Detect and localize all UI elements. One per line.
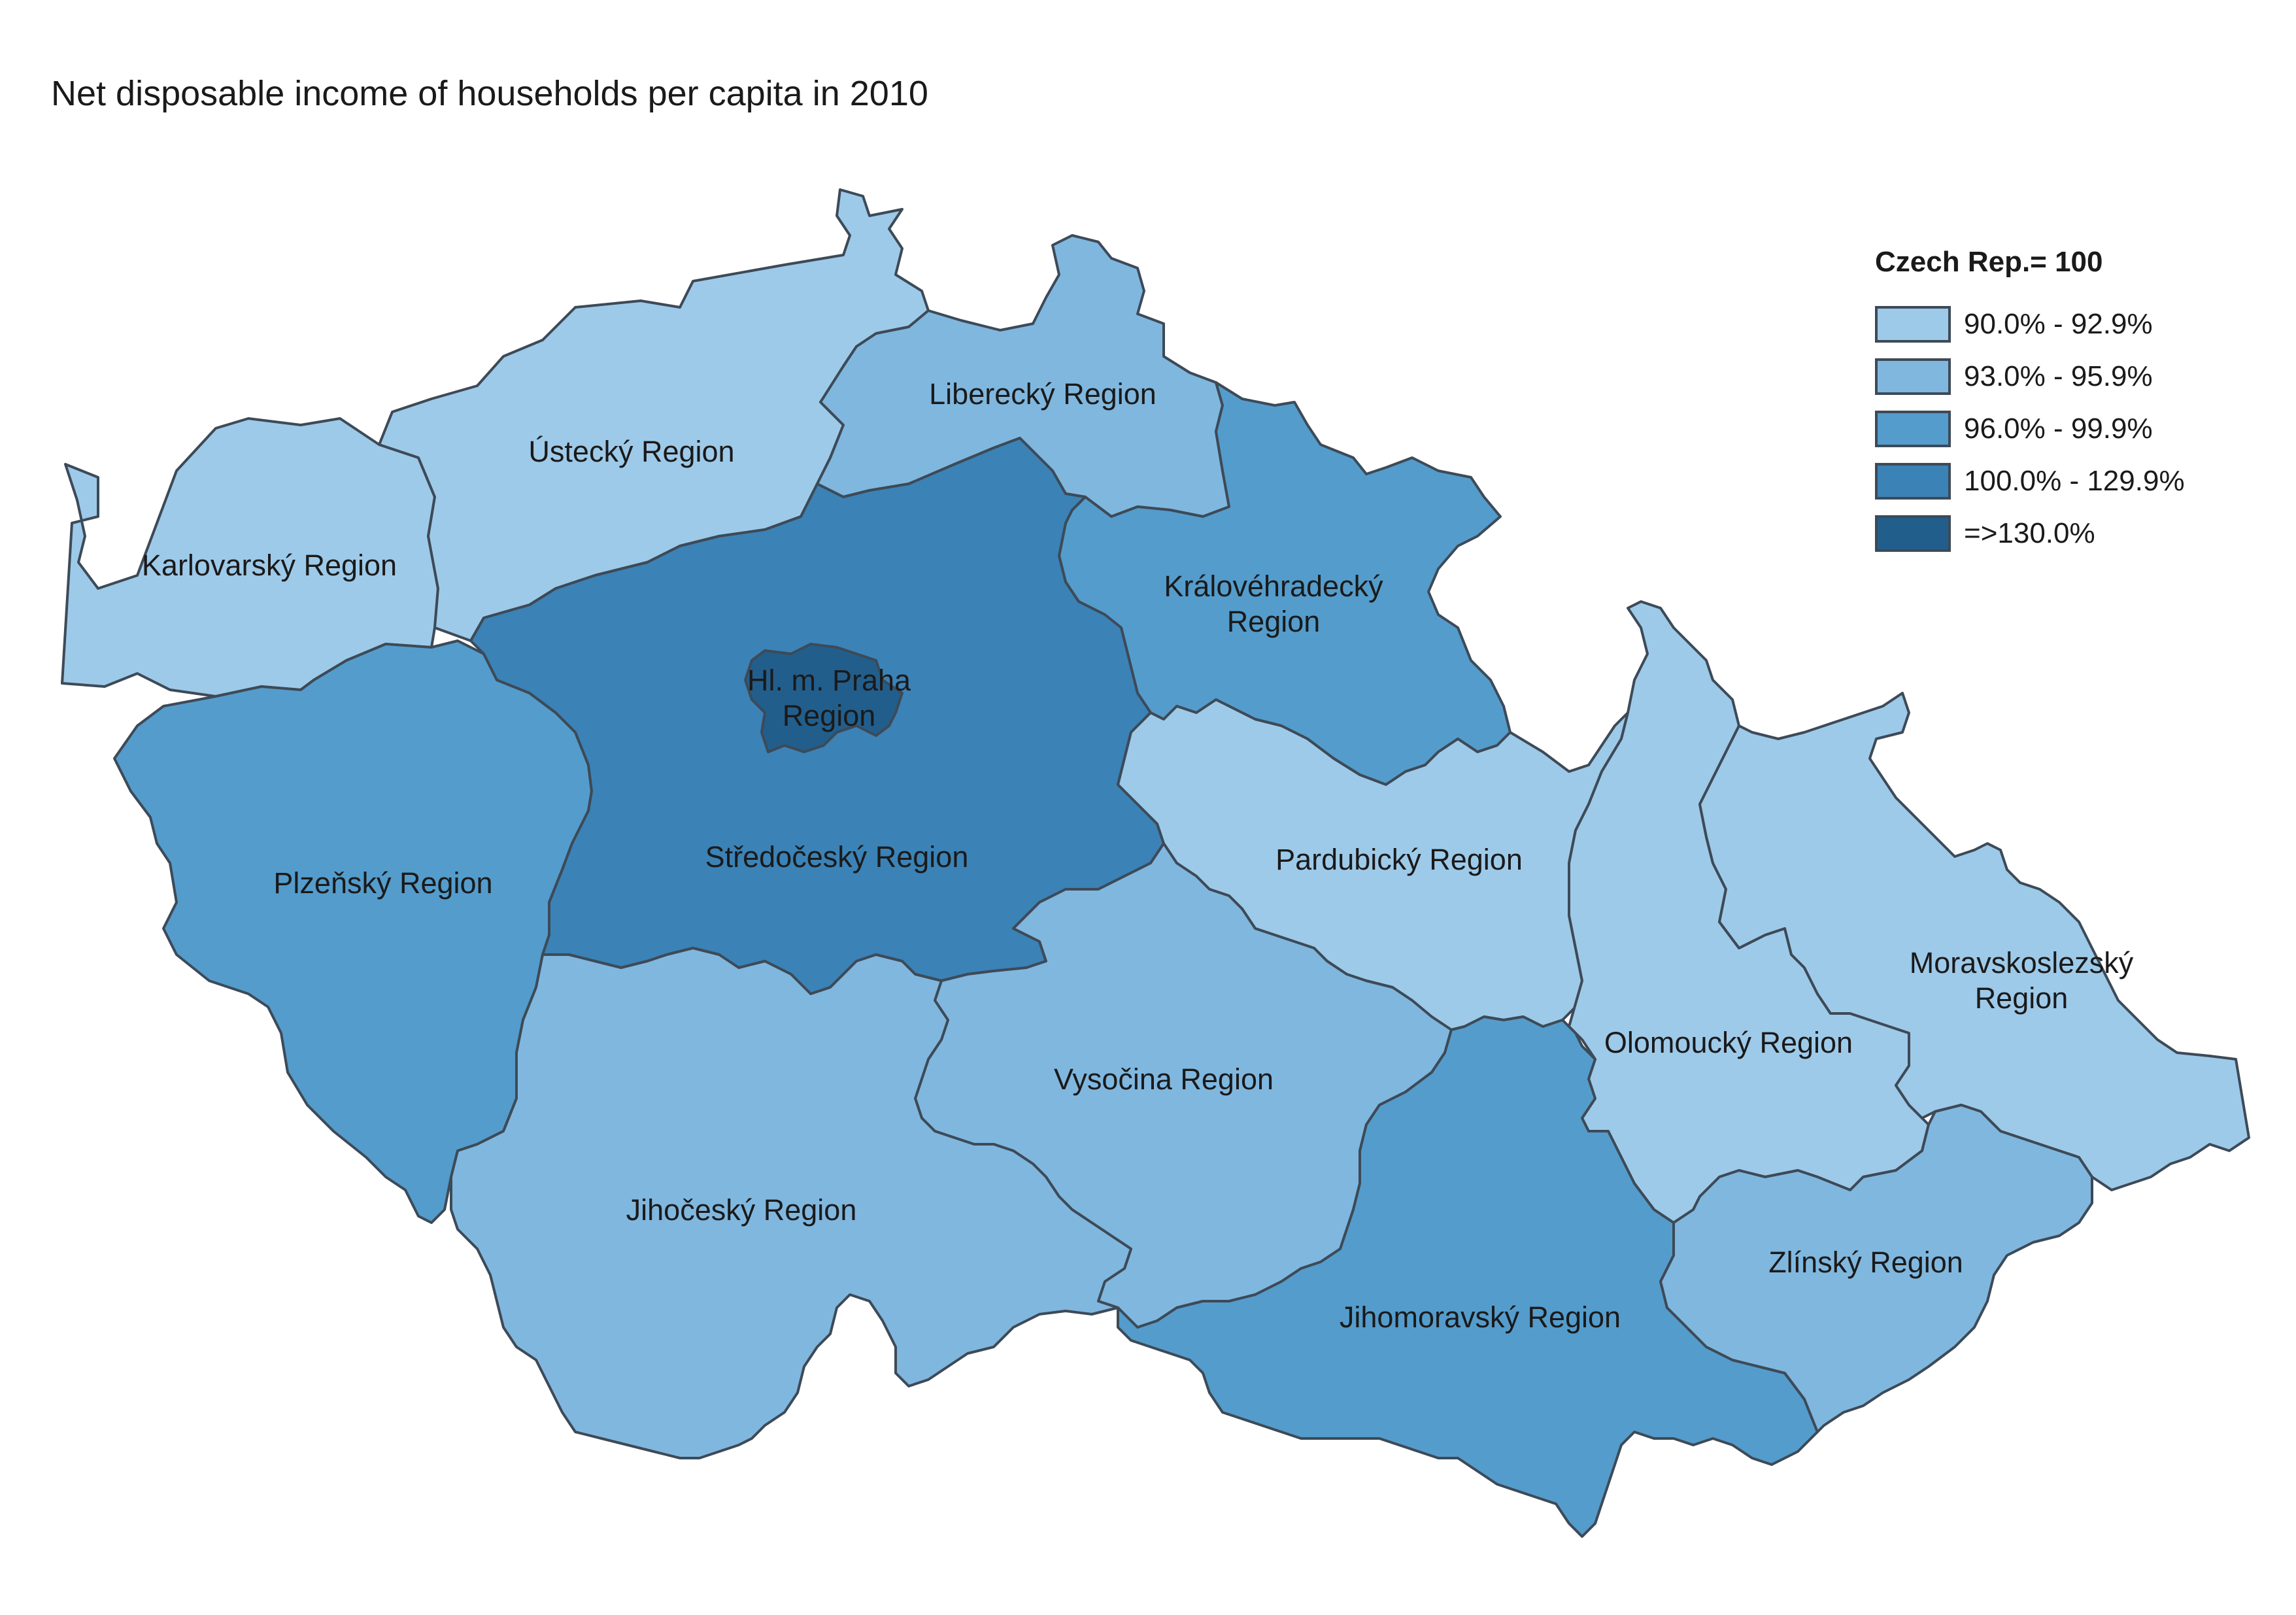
region-labels: Karlovarský Region Ústecký Region Libereck… <box>142 377 2134 1334</box>
legend-label: 100.0% - 129.9% <box>1964 465 2185 497</box>
region-label-jihocesky: Jihočeský Region <box>626 1193 857 1227</box>
region-label-plzensky: Plzeňský Region <box>273 866 492 900</box>
region-label-line: Jihomoravský Region <box>1340 1300 1621 1334</box>
region-label-jihomoravsky: Jihomoravský Region <box>1340 1300 1621 1334</box>
region-label-line: Region <box>783 699 876 732</box>
map-title: Net disposable income of households per … <box>51 74 928 113</box>
region-zlinsky[interactable] <box>1659 1104 2093 1433</box>
legend-item: 90.0% - 92.9% <box>1875 298 2185 350</box>
region-label-liberecky: Liberecký Region <box>929 377 1156 411</box>
legend-label: 93.0% - 95.9% <box>1964 360 2153 392</box>
region-label-line: Olomoucký Region <box>1604 1026 1853 1059</box>
region-praha[interactable] <box>744 643 903 753</box>
region-label-moravskoslezsky: Moravskoslezský Region <box>1910 946 2134 1015</box>
region-label-line: Moravskoslezský <box>1910 946 2134 979</box>
legend-swatch <box>1875 306 1951 343</box>
region-label-line: Region <box>1227 605 1321 638</box>
region-label-line: Plzeňský Region <box>273 866 492 900</box>
region-label-line: Region <box>1975 981 2068 1015</box>
legend: Czech Rep.= 100 90.0% - 92.9% 93.0% - 95.… <box>1875 246 2185 560</box>
region-moravskoslezsky[interactable] <box>1698 692 2250 1191</box>
legend-swatch <box>1875 515 1951 552</box>
region-label-line: Ústecký Region <box>528 435 734 468</box>
legend-label: 90.0% - 92.9% <box>1964 308 2153 340</box>
region-label-ustecky: Ústecký Region <box>528 435 734 468</box>
region-label-line: Karlovarský Region <box>142 549 397 582</box>
legend-title: Czech Rep.= 100 <box>1875 246 2103 278</box>
region-label-karlovarsky: Karlovarský Region <box>142 549 397 582</box>
legend-item: 96.0% - 99.9% <box>1875 403 2185 455</box>
region-label-zlinsky: Zlínský Region <box>1768 1246 1963 1279</box>
region-label-kralovehradecky: Královéhradecký Region <box>1164 570 1383 638</box>
region-label-line: Zlínský Region <box>1768 1246 1963 1279</box>
legend-swatch <box>1875 358 1951 395</box>
region-label-stredocesky: Středočeský Region <box>705 840 969 874</box>
legend-swatch <box>1875 411 1951 447</box>
region-label-line: Vysočina Region <box>1054 1062 1274 1096</box>
legend-label: 96.0% - 99.9% <box>1964 413 2153 445</box>
region-label-line: Hl. m. Praha <box>747 664 911 697</box>
legend-swatch <box>1875 463 1951 500</box>
legend-item: 93.0% - 95.9% <box>1875 350 2185 403</box>
region-label-pardubicky: Pardubický Region <box>1275 843 1523 876</box>
region-jihocesky[interactable] <box>450 947 1132 1459</box>
region-label-line: Středočeský Region <box>705 840 969 874</box>
region-label-praha: Hl. m. Praha Region <box>747 664 911 732</box>
legend-label: =>130.0% <box>1964 517 2095 549</box>
region-label-olomoucky: Olomoucký Region <box>1604 1026 1853 1059</box>
legend-item: 100.0% - 129.9% <box>1875 455 2185 507</box>
region-label-vysocina: Vysočina Region <box>1054 1062 1274 1096</box>
region-jihomoravsky[interactable] <box>1117 1015 1819 1538</box>
region-label-line: Pardubický Region <box>1275 843 1523 876</box>
region-label-line: Liberecký Region <box>929 377 1156 411</box>
region-label-line: Jihočeský Region <box>626 1193 857 1227</box>
region-label-line: Královéhradecký <box>1164 570 1383 603</box>
legend-item: =>130.0% <box>1875 507 2185 560</box>
